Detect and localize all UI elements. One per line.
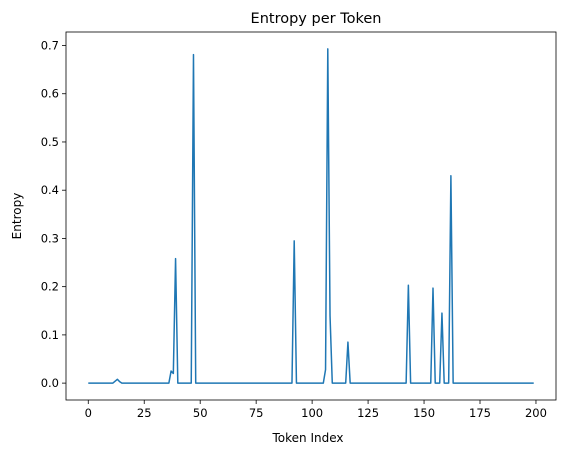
x-axis: 0 25 50 75 100 125 150 175 200 xyxy=(85,400,547,420)
y-tick-label: 0.0 xyxy=(41,376,59,390)
plot-frame xyxy=(65,31,557,401)
y-tick-label: 0.4 xyxy=(41,183,59,197)
x-tick-label: 175 xyxy=(469,406,491,420)
y-tick-label: 0.7 xyxy=(41,39,59,53)
y-tick-label: 0.6 xyxy=(41,87,59,101)
x-tick-label: 150 xyxy=(413,406,435,420)
y-axis-label: Entropy xyxy=(10,193,24,240)
y-tick-label: 0.1 xyxy=(41,328,59,342)
x-axis-label: Token Index xyxy=(272,431,344,445)
x-tick-label: 75 xyxy=(249,406,264,420)
x-tick-label: 100 xyxy=(301,406,323,420)
plot-area xyxy=(88,48,534,384)
y-tick-label: 0.5 xyxy=(41,135,59,149)
y-tick-label: 0.3 xyxy=(41,231,59,245)
x-tick-label: 0 xyxy=(85,406,92,420)
y-axis: 0.0 0.1 0.2 0.3 0.4 0.5 0.6 0.7 xyxy=(41,39,66,390)
entropy-series-line xyxy=(88,48,534,384)
x-tick-label: 125 xyxy=(357,406,379,420)
y-tick-label: 0.2 xyxy=(41,280,59,294)
chart-title: Entropy per Token xyxy=(251,11,382,27)
x-tick-label: 200 xyxy=(525,406,547,420)
x-tick-label: 25 xyxy=(137,406,152,420)
x-tick-label: 50 xyxy=(193,406,208,420)
